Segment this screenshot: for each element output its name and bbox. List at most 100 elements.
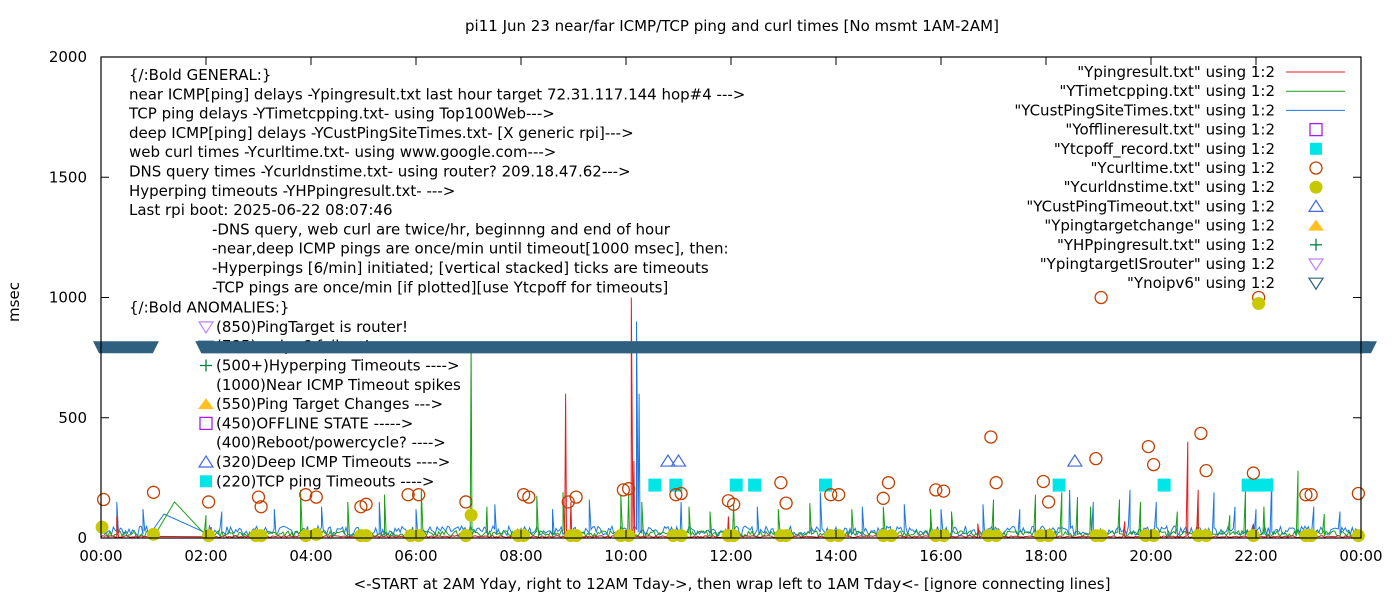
annotation-general-7: Last rpi boot: 2025-06-22 08:07:46 xyxy=(129,201,393,219)
y-tick-label-3: 1500 xyxy=(49,168,87,186)
point-Ycurl-10 xyxy=(411,488,426,502)
annotation-general-3: deep ICMP[ping] delays -YCustPingSiteTim… xyxy=(129,124,634,142)
point-Ycurl-4 xyxy=(254,500,268,514)
ynoipv6-band-overlay xyxy=(195,341,1377,354)
point-Ycurl-40 xyxy=(1246,466,1261,480)
annotation-note-2: -Hyperpings [6/min] initiated; [vertical… xyxy=(212,259,709,277)
x-tick-label-0: 00:00 xyxy=(79,547,122,565)
annotation-anomaly-3: (1000)Near ICMP Timeout spikes xyxy=(216,376,461,394)
point-Ydns-1 xyxy=(147,527,160,541)
point-Ycurl-0 xyxy=(96,492,111,507)
point-Ycurl-11 xyxy=(459,495,473,509)
x-tick-label-11: 22:00 xyxy=(1234,547,1277,565)
point-Ydns-10 xyxy=(412,529,426,543)
point-Ydns-41 xyxy=(1246,529,1260,543)
legend-marker-Ytcpoff xyxy=(1310,142,1322,155)
point-Ycurl-26 xyxy=(876,491,890,505)
annotation-marker-2 xyxy=(200,359,212,372)
point-Ydns-42 xyxy=(1252,297,1266,311)
y-tick-label-0: 0 xyxy=(77,529,87,547)
legend-marker-YCustTimeout xyxy=(1307,199,1325,212)
point-Ydns-34 xyxy=(1042,529,1056,543)
annotation-general-0: {/:Bold GENERAL:} xyxy=(129,66,271,84)
y-tick-label-2: 1000 xyxy=(49,289,87,307)
point-Ydns-4 xyxy=(254,529,268,543)
annotation-marker-4 xyxy=(198,398,214,410)
legend-label-Ycust: "YCustPingSiteTimes.txt" using 1:2 xyxy=(1014,101,1275,119)
legend-label-Ytargetchange: "Ypingtargetchange" using 1:2 xyxy=(1044,217,1275,235)
point-Ydns-32 xyxy=(989,529,1003,543)
point-YCustTimeout-0 xyxy=(659,453,677,467)
point-Ycurl-33 xyxy=(1041,495,1056,509)
point-Ycurl-1 xyxy=(146,485,161,499)
legend-label-Ydns: "Ycurldnstime.txt" using 1:2 xyxy=(1064,178,1275,196)
x-tick-label-9: 18:00 xyxy=(1024,547,1067,565)
legend-label-YCustTimeout: "YCustPingTimeout.txt" using 1:2 xyxy=(1026,197,1275,215)
legend-label-YHP: "YHPpingresult.txt" using 1:2 xyxy=(1057,236,1275,254)
point-Ycurl-29 xyxy=(936,484,951,498)
annotation-anomaly-0: (850)PingTarget is router! xyxy=(216,318,408,336)
point-Ycurl-3 xyxy=(251,490,266,504)
point-Ydns-44 xyxy=(1304,529,1318,543)
chart-title: pi11 Jun 23 near/far ICMP/TCP ping and c… xyxy=(465,17,999,35)
annotations: {/:Bold GENERAL:}near ICMP[ping] delays … xyxy=(128,66,1377,490)
point-Ytcpoff-6 xyxy=(1157,478,1171,492)
point-Ycurl-42 xyxy=(1299,488,1313,502)
point-Ytcpoff-5 xyxy=(1052,478,1066,492)
point-Ydns-36 xyxy=(1094,529,1108,543)
point-Ycurl-14 xyxy=(561,495,575,509)
legend-label-Ynoipv6: "Ynoipv6" using 1:2 xyxy=(1127,274,1275,292)
x-axis-label: <-START at 2AM Yday, right to 12AM Tday-… xyxy=(354,575,1111,593)
x-tick-label-12: 00:00 xyxy=(1339,547,1382,565)
point-Ycurl-31 xyxy=(989,476,1003,490)
point-Ycurl-25 xyxy=(831,488,846,502)
point-Ytcpoff-9 xyxy=(1260,478,1273,492)
point-YCustTimeout-2 xyxy=(1066,453,1083,467)
point-Ydns-8 xyxy=(359,529,373,543)
annotation-marker-0 xyxy=(197,321,215,335)
point-Ydns-5 xyxy=(299,529,313,543)
x-tick-label-3: 06:00 xyxy=(394,547,437,565)
point-Ydns-0 xyxy=(95,520,109,534)
annotation-note-0: -DNS query, web curl are twice/hr, begin… xyxy=(212,220,671,238)
point-YCustTimeout-1 xyxy=(670,453,687,467)
point-Ydns-24 xyxy=(779,529,793,543)
point-Ycurl-32 xyxy=(1036,474,1051,489)
annotation-note-3: -TCP pings are once/min [if plotted][use… xyxy=(212,278,668,296)
annotation-general-1: near ICMP[ping] delays -Ypingresult.txt … xyxy=(129,85,745,103)
point-Ycurl-23 xyxy=(779,496,793,510)
legend-label-Ytcpoff: "Ytcpoff_record.txt" using 1:2 xyxy=(1054,140,1275,159)
point-Ycurl-16 xyxy=(616,483,631,497)
point-Ycurl-30 xyxy=(984,430,998,444)
point-Ycurl-43 xyxy=(1304,488,1318,502)
point-Ycurl-28 xyxy=(929,483,943,497)
point-Ydns-45 xyxy=(1351,529,1365,543)
point-Ytcpoff-2 xyxy=(729,478,743,492)
legend-label-Ytcp: "YTimetcpping.txt" using 1:2 xyxy=(1059,82,1275,100)
annotation-general-6: Hyperping timeouts -YHPpingresult.txt- -… xyxy=(129,182,455,200)
point-Ydns-40 xyxy=(1199,529,1213,543)
axes: 0 500 1000 1500 2000 00:00 02:00 04:00 06:00 08:0… xyxy=(49,48,1383,565)
point-Ydns-11 xyxy=(459,529,473,543)
ynoipv6-band-0 xyxy=(93,341,159,354)
annotation-anomaly-7: (320)Deep ICMP Timeouts ----> xyxy=(216,453,450,471)
y-axis-label: msec xyxy=(5,282,23,322)
point-Ycurl-6 xyxy=(309,490,323,504)
point-Ycurl-34 xyxy=(1089,451,1103,466)
point-Ycurl-5 xyxy=(299,488,313,502)
point-Ytcpoff-3 xyxy=(748,478,762,492)
annotation-marker-8 xyxy=(200,475,212,488)
point-Ycurl-19 xyxy=(674,486,688,501)
point-Ydns-16 xyxy=(569,529,583,543)
point-Ytcpoff-7 xyxy=(1241,478,1255,492)
x-tick-label-5: 10:00 xyxy=(604,547,647,565)
point-Ydns-28 xyxy=(884,529,898,543)
legend-label-Ytargetrouter: "YpingtargetISrouter" using 1:2 xyxy=(1040,255,1275,273)
point-Ycurl-22 xyxy=(774,476,788,490)
point-Ydns-6 xyxy=(309,527,323,541)
y-tick-label-4: 2000 xyxy=(49,48,87,66)
legend-label-Yping: "Ypingresult.txt" using 1:2 xyxy=(1077,63,1275,81)
legend-marker-Yoffline xyxy=(1309,122,1323,137)
point-Ydns-26 xyxy=(832,529,846,543)
legend-marker-Ytargetrouter xyxy=(1307,258,1325,272)
